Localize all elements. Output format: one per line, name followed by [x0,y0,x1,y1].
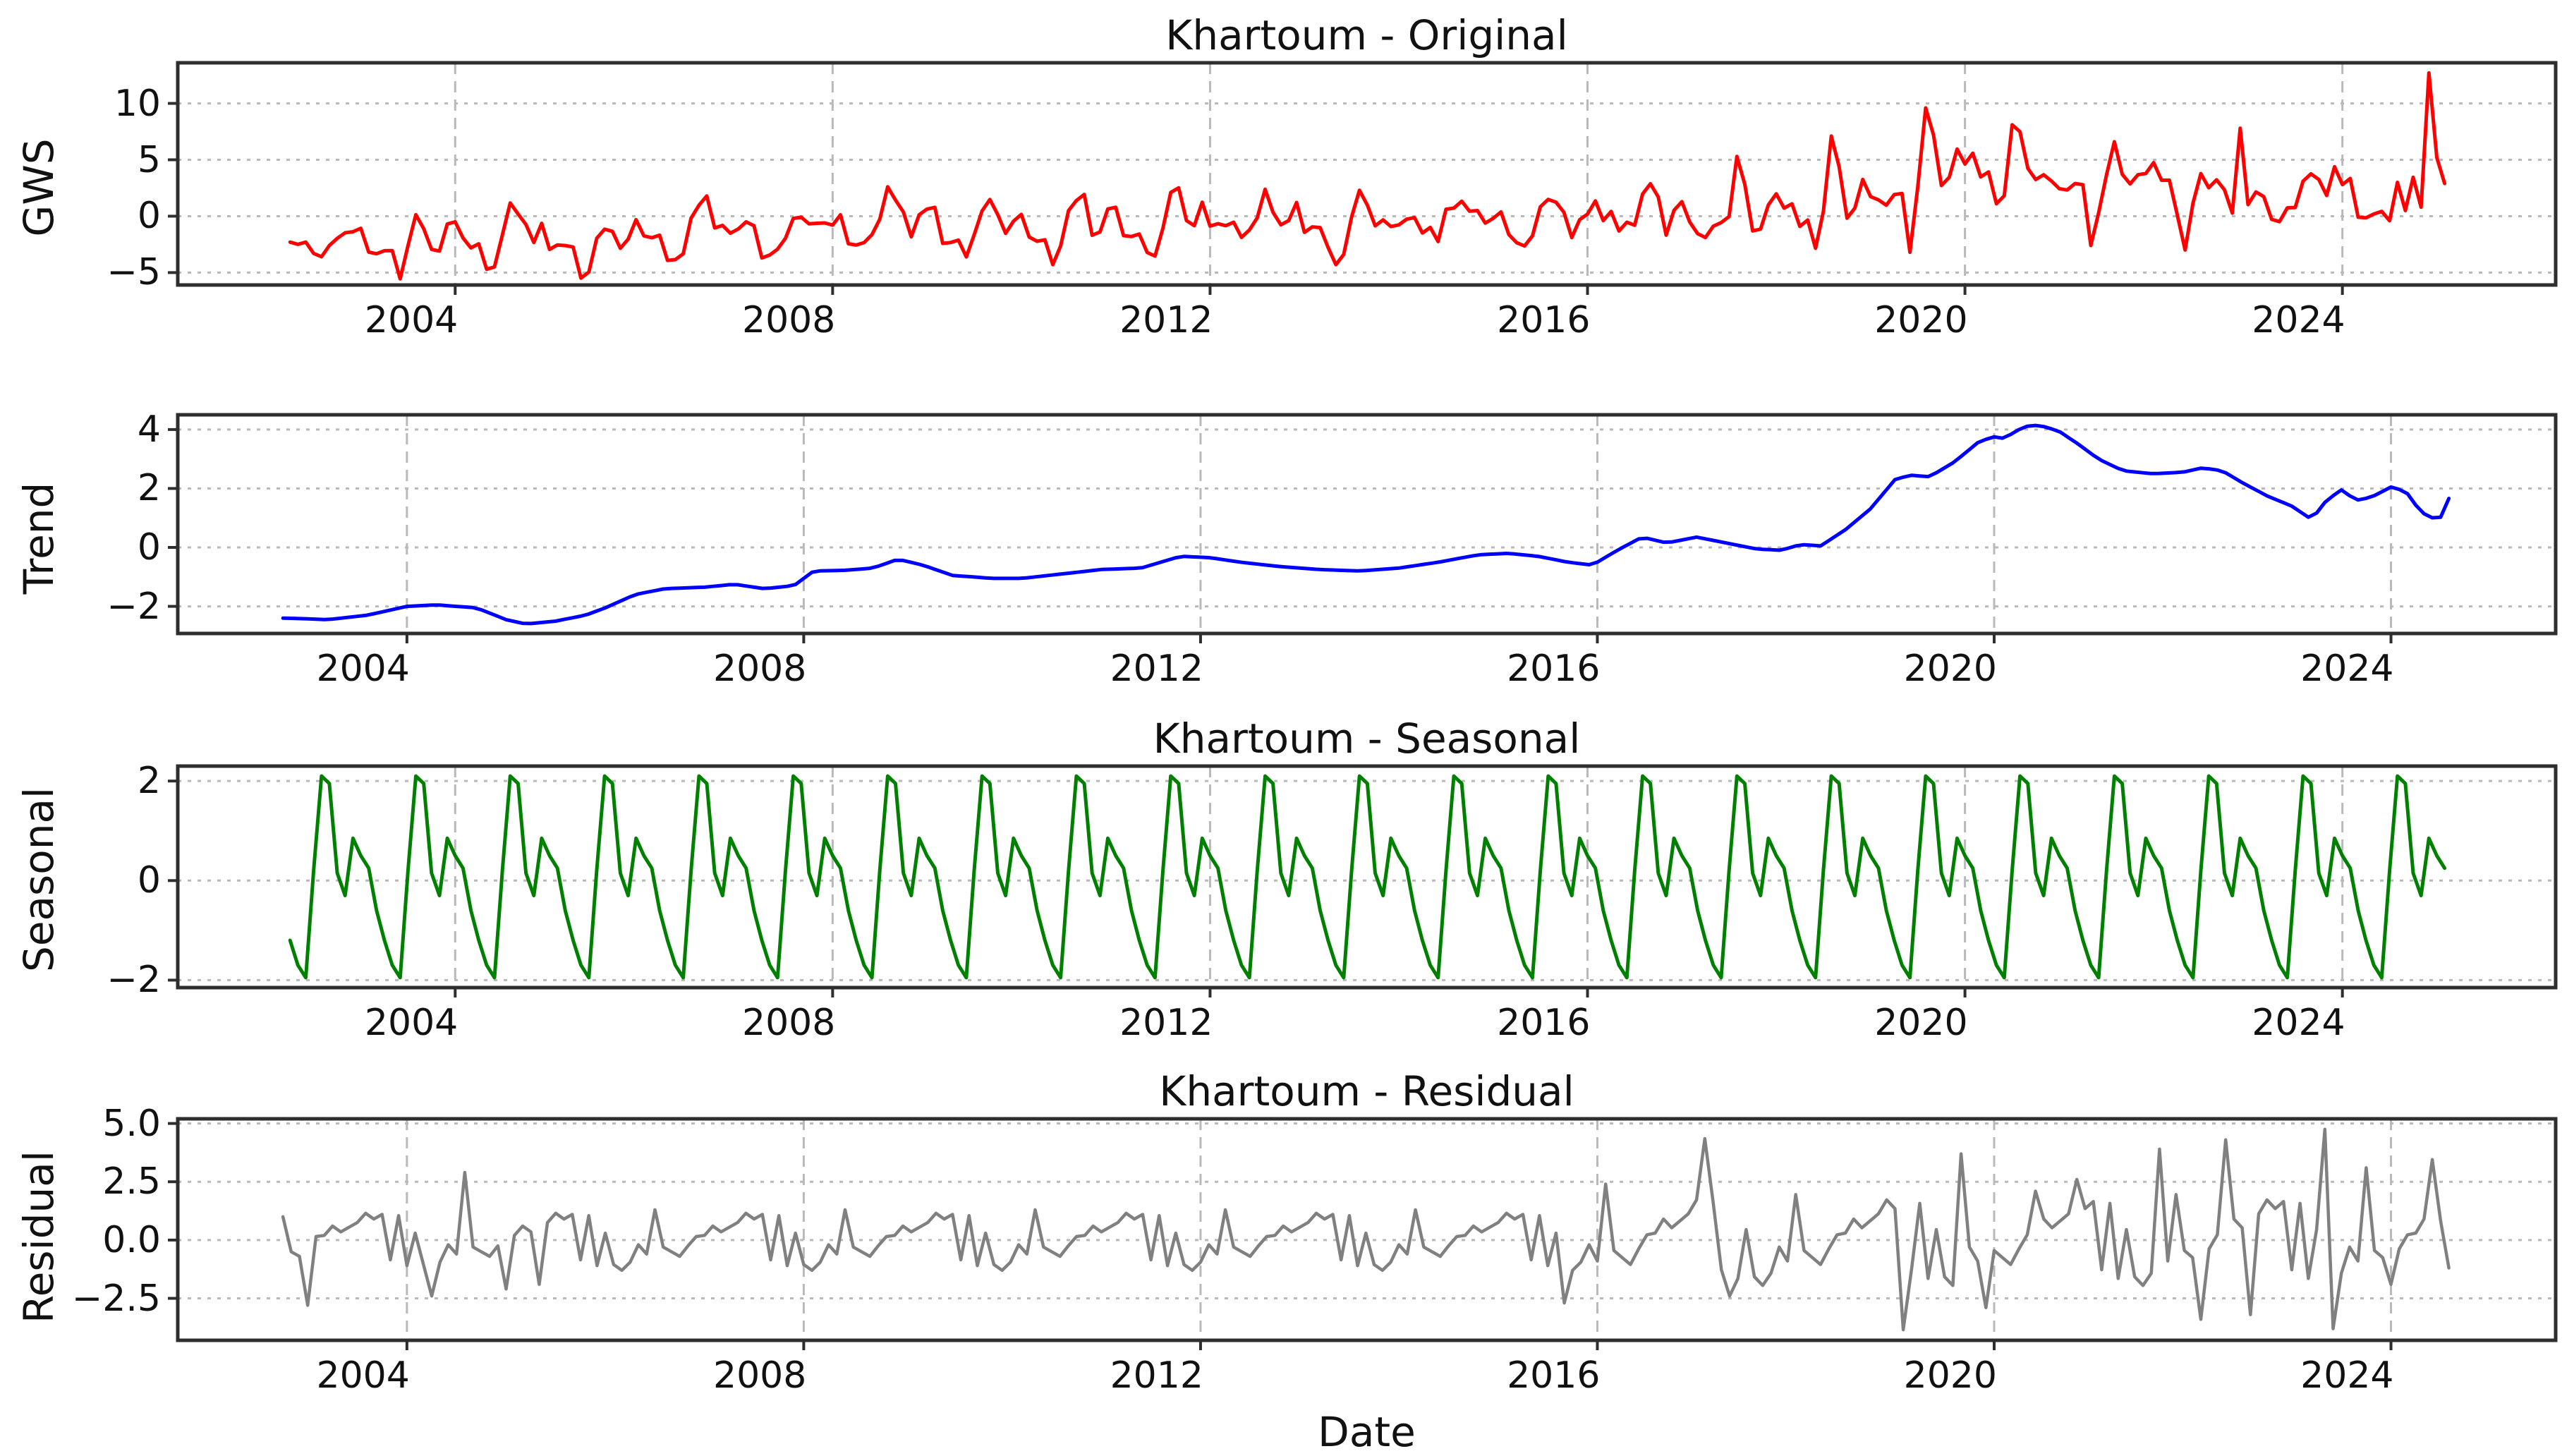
plot-area-seasonal [168,764,2558,997]
x-tick-label: 2012 [1110,1354,1203,1397]
axes-spines [176,1117,2558,1342]
x-tick-label: 2012 [1119,299,1213,341]
x-tick-label: 2004 [316,648,410,690]
panel-title-seasonal: Khartoum - Seasonal [1153,715,1581,763]
x-tick-label: 2020 [1903,1354,1997,1397]
x-tick-label: 2008 [713,1354,807,1397]
x-tick-label: 2016 [1507,1354,1601,1397]
y-axis-label-residual: Residual [15,1151,63,1323]
y-tick-label: 0 [137,526,161,569]
plot-area-trend [168,413,2558,643]
x-tick-label: 2004 [364,299,459,341]
y-tick-label: 5 [137,138,161,181]
x-tick-label: 2024 [2252,1002,2345,1044]
series-line-seasonal [288,774,2447,980]
axes-spines [176,764,2558,990]
y-tick-label: −5 [107,251,161,294]
series-line-original [288,71,2447,281]
series-line-residual [281,1127,2451,1332]
x-tick-label: 2016 [1497,1002,1591,1044]
x-tick-label: 2020 [1874,299,1968,341]
x-tick-label: 2004 [316,1354,410,1397]
y-tick-label: −2 [107,959,161,1002]
y-tick-label: 4 [137,408,161,451]
x-axis-label-date: Date [1318,1408,1416,1456]
x-tick-label: 2004 [364,1002,459,1044]
x-tick-label: 2008 [741,299,836,341]
x-tick-label: 2008 [741,1002,836,1044]
y-tick-label: 5.0 [102,1102,161,1145]
x-tick-label: 2024 [2252,299,2345,341]
x-tick-label: 2024 [2300,1354,2394,1397]
y-tick-label: 0 [137,859,161,902]
series-line-trend [281,423,2451,626]
x-tick-label: 2016 [1507,648,1601,690]
y-tick-label: 0.0 [102,1218,161,1261]
axes-spines [176,413,2558,636]
x-tick-label: 2020 [1874,1002,1968,1044]
x-tick-label: 2024 [2300,648,2394,690]
y-axis-label-gws: GWS [15,138,63,237]
x-tick-label: 2012 [1119,1002,1213,1044]
x-tick-label: 2016 [1497,299,1591,341]
x-tick-label: 2020 [1903,648,1997,690]
y-tick-label: 10 [114,82,161,125]
y-tick-label: 0 [137,195,161,238]
y-tick-label: 2 [137,467,161,510]
x-tick-label: 2012 [1110,648,1203,690]
y-axis-label-seasonal: Seasonal [15,787,63,972]
plot-area-residual [168,1117,2558,1350]
axes-spines [176,61,2558,287]
y-tick-label: 2.5 [102,1160,161,1203]
y-tick-label: 2 [137,760,161,803]
x-tick-label: 2008 [713,648,807,690]
panel-title-original: Khartoum - Original [1165,11,1568,59]
y-axis-label-trend: Trend [15,482,63,595]
panel-title-residual: Khartoum - Residual [1159,1067,1574,1115]
y-tick-label: −2 [107,585,161,628]
plot-area-original [168,61,2558,295]
y-tick-label: −2.5 [71,1277,161,1320]
